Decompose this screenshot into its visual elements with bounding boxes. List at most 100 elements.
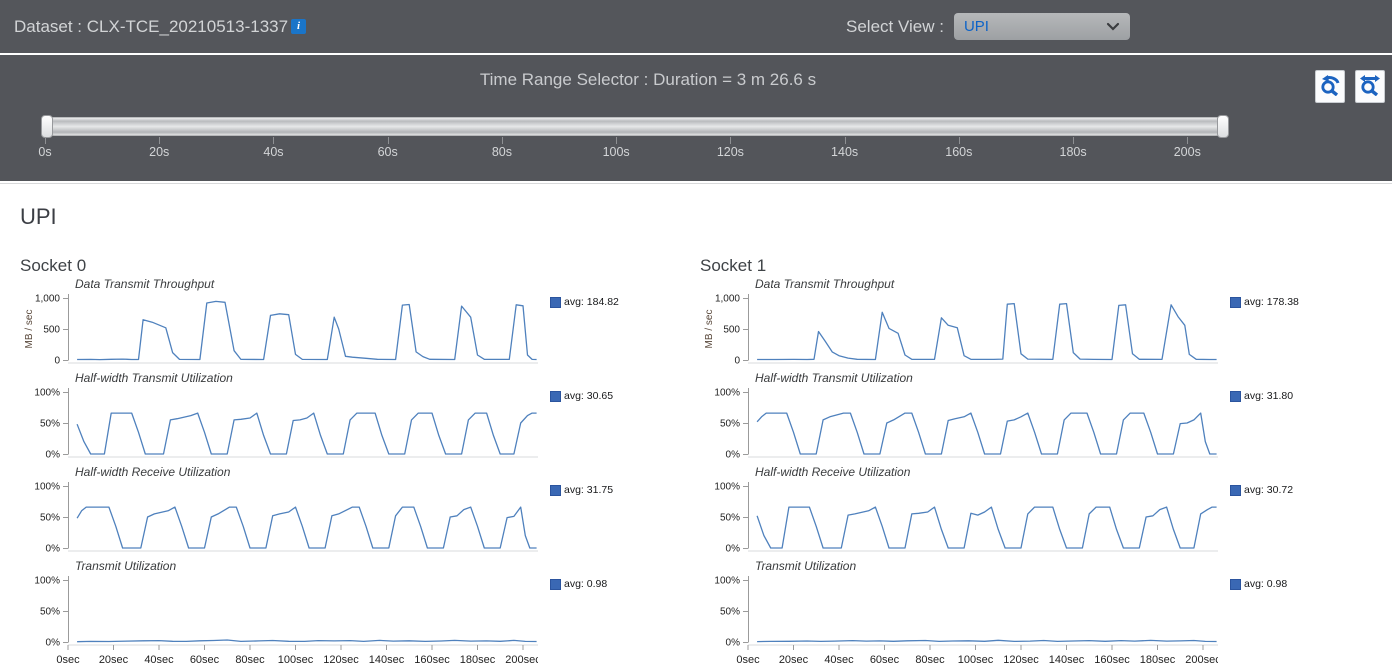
svg-text:1,000: 1,000 — [35, 294, 60, 305]
chart-plot: 100% 50% 0% — [714, 482, 1218, 555]
chart-title: Half-width Receive Utilization — [75, 465, 231, 479]
svg-text:120sec: 120sec — [1003, 654, 1039, 666]
svg-text:0%: 0% — [46, 450, 61, 461]
slider-tick — [159, 137, 161, 144]
svg-text:500: 500 — [723, 325, 740, 336]
svg-text:500: 500 — [43, 325, 60, 336]
svg-text:80sec: 80sec — [915, 654, 945, 666]
socket-label: Socket 1 — [700, 256, 767, 275]
chart-legend: avg: 184.82 — [550, 296, 619, 308]
slider-handle-left[interactable] — [41, 115, 53, 138]
chart-row: 1,000 500 0 MB / sec avg: 184.82 — [20, 292, 638, 370]
svg-text:20sec: 20sec — [779, 654, 809, 666]
slider-handle-right[interactable] — [1217, 115, 1229, 138]
time-range-title: Time Range Selector : Duration = 3 m 26.… — [479, 70, 817, 89]
svg-text:180sec: 180sec — [460, 654, 496, 666]
svg-text:40sec: 40sec — [144, 654, 174, 666]
chart-title: Half-width Transmit Utilization — [75, 371, 233, 385]
chart-title: Half-width Transmit Utilization — [755, 371, 913, 385]
svg-text:80sec: 80sec — [235, 654, 265, 666]
slider-tick-label: 180s — [1059, 145, 1087, 159]
slider-tick-label: 40s — [263, 145, 284, 159]
slider-tick-label: 80s — [491, 145, 512, 159]
chart-row: 1,000 500 0 MB / sec avg: 178.38 — [700, 292, 1318, 370]
chart-plot: 100% 50% 0% 0sec 20sec 40sec 60sec 80sec 100sec 1… — [34, 576, 538, 666]
svg-text:20sec: 20sec — [99, 654, 129, 666]
legend-swatch-icon — [550, 296, 561, 308]
chart-panel: Half-width Transmit Utilization 100% 50% 0… — [20, 371, 638, 464]
slider-tick-label: 160s — [945, 145, 973, 159]
legend-label: avg: 178.38 — [1244, 296, 1299, 308]
zoom-back-button[interactable] — [1315, 70, 1345, 103]
legend-swatch-icon — [1230, 390, 1241, 402]
svg-text:50%: 50% — [720, 419, 740, 430]
chart-title: Data Transmit Throughput — [75, 277, 215, 291]
zoom-back-icon — [1319, 74, 1341, 99]
legend-swatch-icon — [550, 578, 561, 590]
chart-row: 100% 50% 0% 0sec 20sec 40sec 60sec 80sec 100sec 1… — [20, 574, 638, 668]
svg-text:100%: 100% — [34, 388, 60, 399]
chart-title: Half-width Receive Utilization — [755, 465, 911, 479]
chart-legend: avg: 31.80 — [1230, 390, 1293, 402]
svg-text:100%: 100% — [714, 482, 740, 493]
sockets-row: Socket 0 Data Transmit Throughput 1,000 5… — [20, 256, 1392, 668]
chart-legend: avg: 0.98 — [550, 578, 607, 590]
svg-text:100%: 100% — [714, 576, 740, 587]
socket-label: Socket 0 — [20, 256, 87, 275]
chart-row: 100% 50% 0% 0sec 20sec 40sec 60sec 80sec 100sec 1… — [700, 574, 1318, 668]
slider-tick — [958, 137, 960, 144]
legend-label: avg: 30.65 — [564, 390, 614, 402]
page-title: UPI — [20, 204, 57, 229]
svg-text:50%: 50% — [720, 607, 740, 618]
svg-text:0: 0 — [734, 356, 740, 367]
slider-tick — [616, 137, 618, 144]
chart-title: Data Transmit Throughput — [755, 277, 895, 291]
svg-text:50%: 50% — [720, 513, 740, 524]
svg-text:100sec: 100sec — [958, 654, 994, 666]
svg-text:100%: 100% — [714, 388, 740, 399]
chart-panel: Half-width Receive Utilization 100% 50% 0%… — [700, 465, 1318, 558]
socket-charts: Data Transmit Throughput 1,000 500 0 MB / s… — [20, 277, 638, 668]
slider-tick — [1187, 137, 1189, 144]
slider-tick-label: 140s — [831, 145, 859, 159]
slider-tick-label: 100s — [602, 145, 630, 159]
legend-label: avg: 184.82 — [564, 296, 619, 308]
socket-column: Socket 1 Data Transmit Throughput 1,000 5… — [700, 256, 1318, 668]
legend-label: avg: 30.72 — [1244, 484, 1294, 496]
chart-row: 100% 50% 0% avg: 30.65 — [20, 386, 638, 464]
legend-swatch-icon — [1230, 296, 1241, 308]
select-view-label: Select View : — [846, 16, 944, 36]
legend-label: avg: 31.75 — [564, 484, 614, 496]
view-select-value: UPI — [963, 18, 989, 35]
svg-text:0%: 0% — [46, 638, 61, 649]
view-select-dropdown[interactable]: UPI — [953, 13, 1130, 40]
svg-text:0%: 0% — [726, 638, 741, 649]
chart-plot: 100% 50% 0% — [714, 388, 1218, 461]
chart-title: Transmit Utilization — [75, 559, 177, 573]
svg-text:40sec: 40sec — [824, 654, 854, 666]
slider-tick-label: 200s — [1173, 145, 1201, 159]
chart-legend: avg: 31.75 — [550, 484, 613, 496]
zoom-reset-button[interactable] — [1355, 70, 1385, 103]
svg-text:100%: 100% — [34, 576, 60, 587]
socket-column: Socket 0 Data Transmit Throughput 1,000 5… — [20, 256, 638, 668]
slider-tick — [501, 137, 503, 144]
chart-row: 100% 50% 0% avg: 31.80 — [700, 386, 1318, 464]
svg-text:140sec: 140sec — [369, 654, 405, 666]
info-icon[interactable]: i — [291, 18, 307, 34]
slider-tick — [1073, 137, 1075, 144]
chart-plot: 100% 50% 0% — [34, 482, 538, 555]
time-range-slider[interactable] — [41, 115, 1229, 138]
chart-plot: 1,000 500 0 MB / sec — [704, 294, 1218, 367]
svg-text:140sec: 140sec — [1049, 654, 1085, 666]
slider-tick-label: 120s — [716, 145, 744, 159]
chart-panel: Transmit Utilization 100% 50% 0% 0sec 20sec 4… — [20, 559, 638, 668]
legend-label: avg: 0.98 — [1244, 578, 1288, 590]
slider-tick — [387, 137, 389, 144]
slider-tick — [45, 137, 46, 144]
socket-charts: Data Transmit Throughput 1,000 500 0 MB / s… — [700, 277, 1318, 668]
legend-swatch-icon — [550, 390, 561, 402]
svg-text:0sec: 0sec — [56, 654, 80, 666]
svg-text:200sec: 200sec — [505, 654, 538, 666]
